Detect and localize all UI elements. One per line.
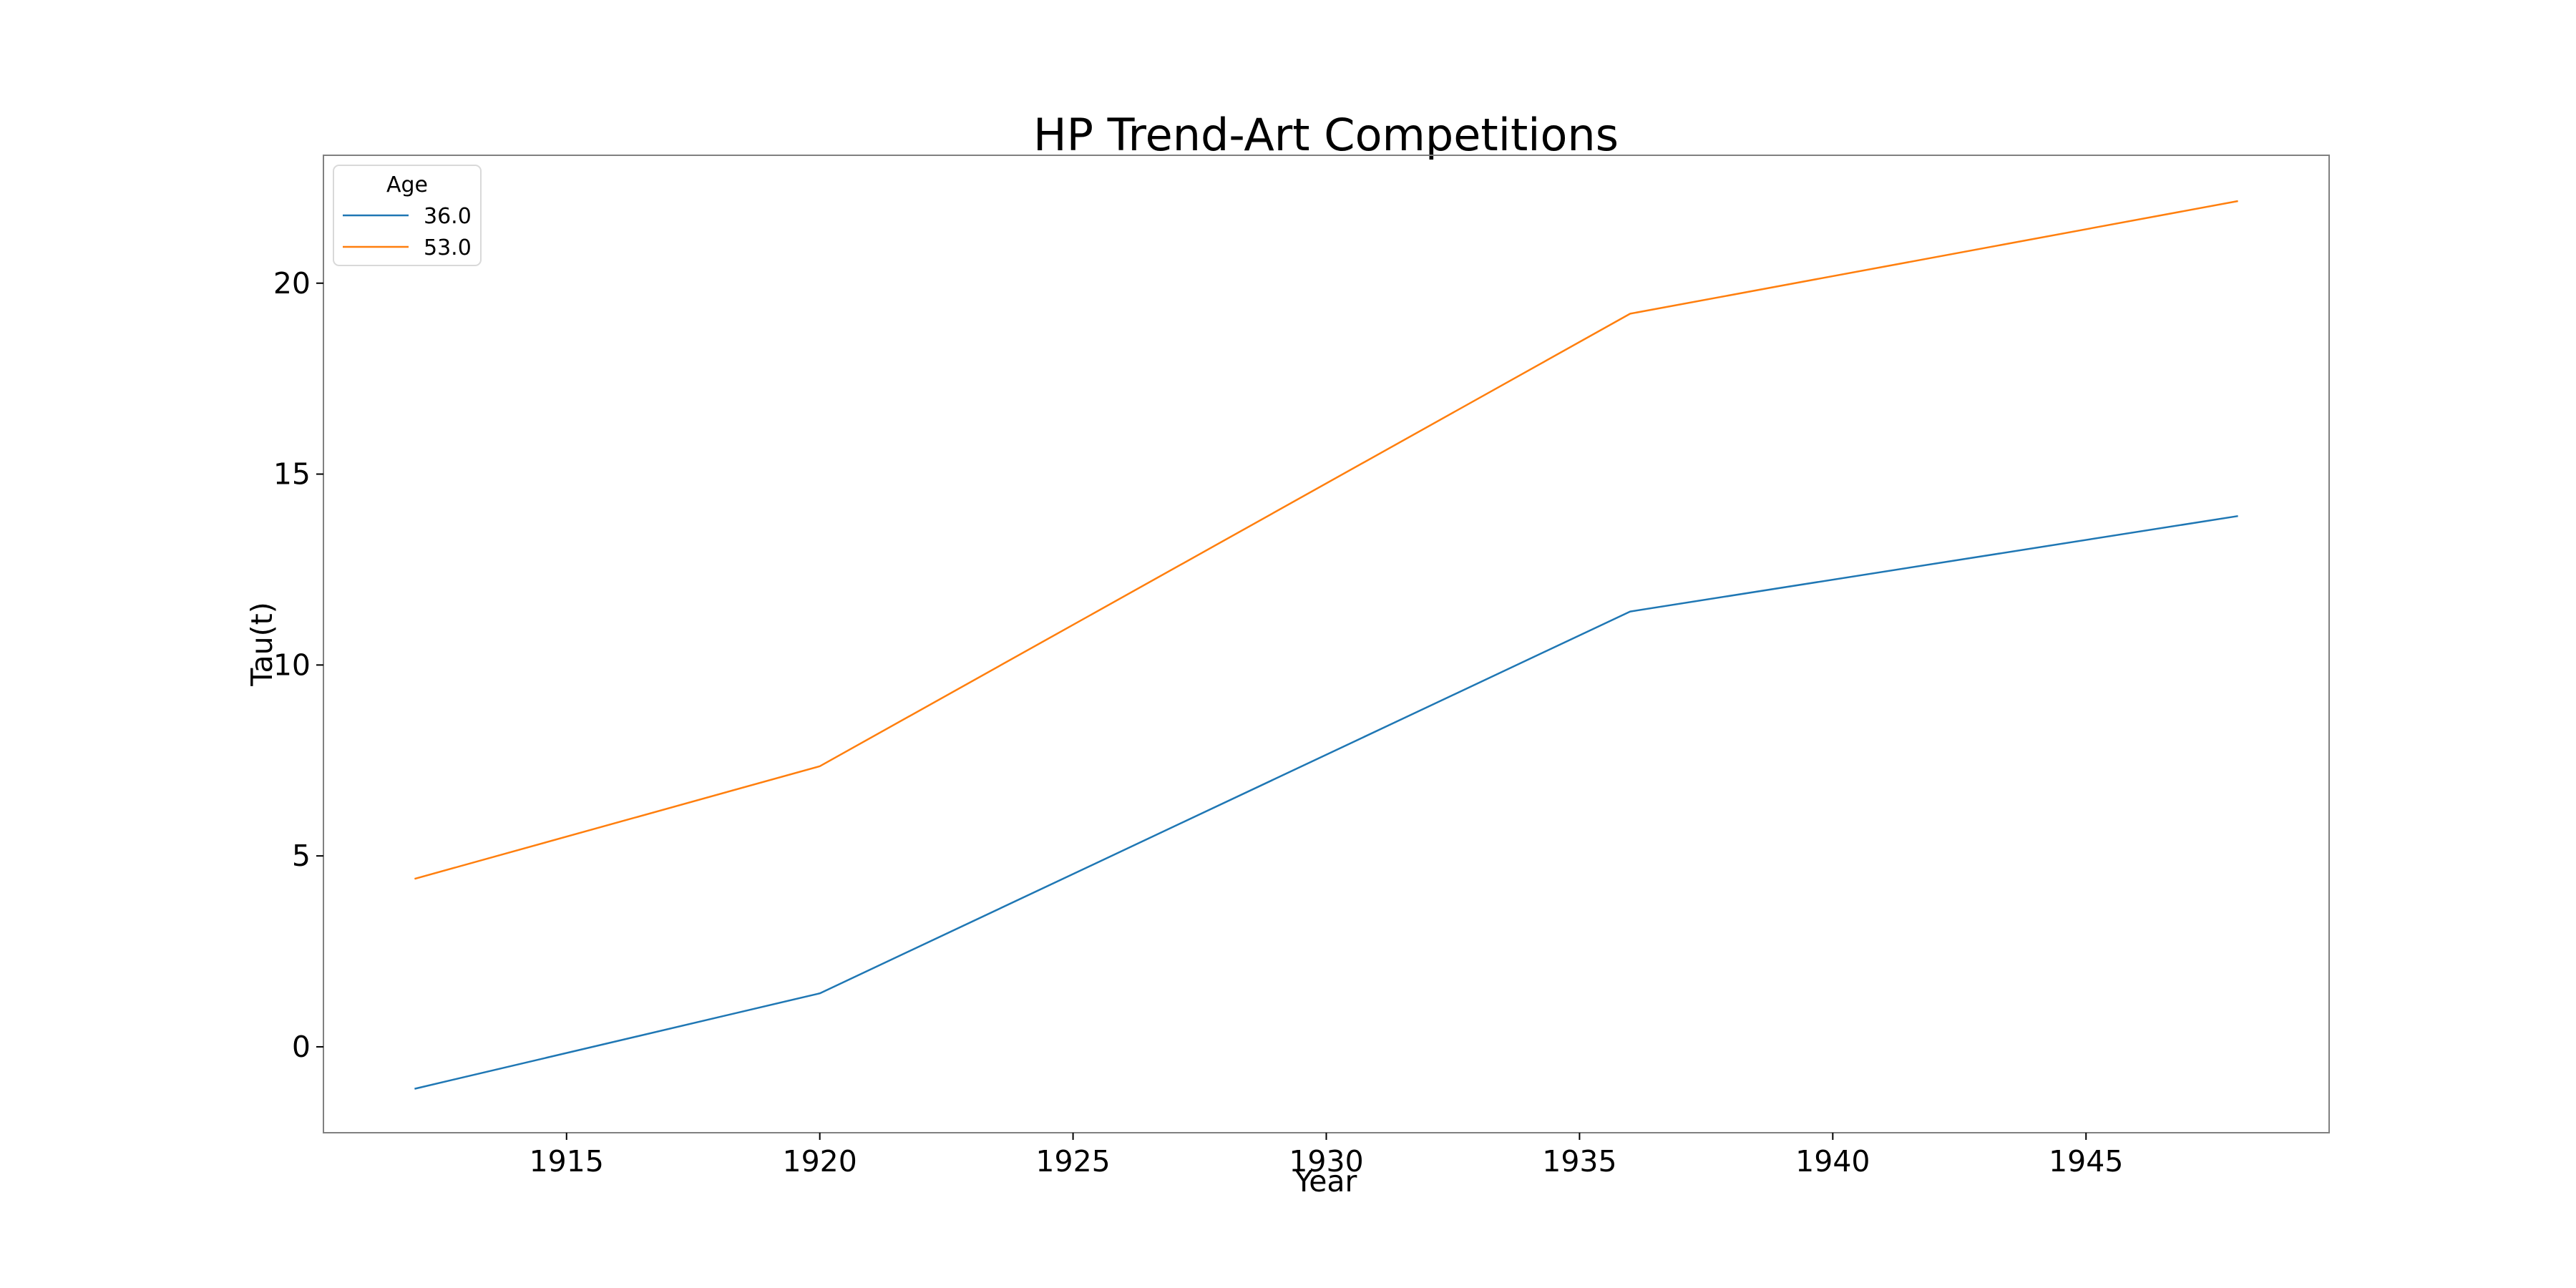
y-axis-ticks: 0 5 10 15 20	[273, 266, 323, 1064]
legend-title: Age	[386, 172, 428, 197]
x-tick-label: 1920	[782, 1144, 857, 1179]
legend-label: 36.0	[424, 204, 472, 229]
x-tick-label: 1915	[530, 1144, 604, 1179]
chart-title: HP Trend-Art Competitions	[1033, 109, 1619, 161]
y-tick-label: 0	[292, 1030, 311, 1064]
y-tick-label: 10	[273, 648, 311, 682]
x-tick-label: 1940	[1795, 1144, 1870, 1179]
legend-label: 53.0	[424, 235, 472, 260]
series-line-36-0	[414, 514, 2238, 1090]
x-tick-label: 1925	[1035, 1144, 1110, 1179]
series-line-53-0	[414, 200, 2238, 880]
x-tick-label: 1945	[2049, 1144, 2123, 1179]
x-axis-label: Year	[1294, 1164, 1357, 1199]
y-axis-label: Tau(t)	[245, 602, 279, 686]
y-tick-label: 20	[273, 266, 311, 301]
series-lines	[414, 200, 2238, 1090]
x-tick-label: 1935	[1542, 1144, 1616, 1179]
legend: Age 36.0 53.0	[333, 165, 482, 266]
x-axis-ticks: 1915 1920 1925 1930 1935 1940 1945	[530, 1133, 2123, 1179]
legend-entries: 36.0 53.0	[343, 204, 472, 260]
y-tick-label: 5	[292, 839, 311, 873]
y-tick-label: 15	[273, 457, 311, 492]
x-tick-label: 1930	[1289, 1144, 1363, 1179]
